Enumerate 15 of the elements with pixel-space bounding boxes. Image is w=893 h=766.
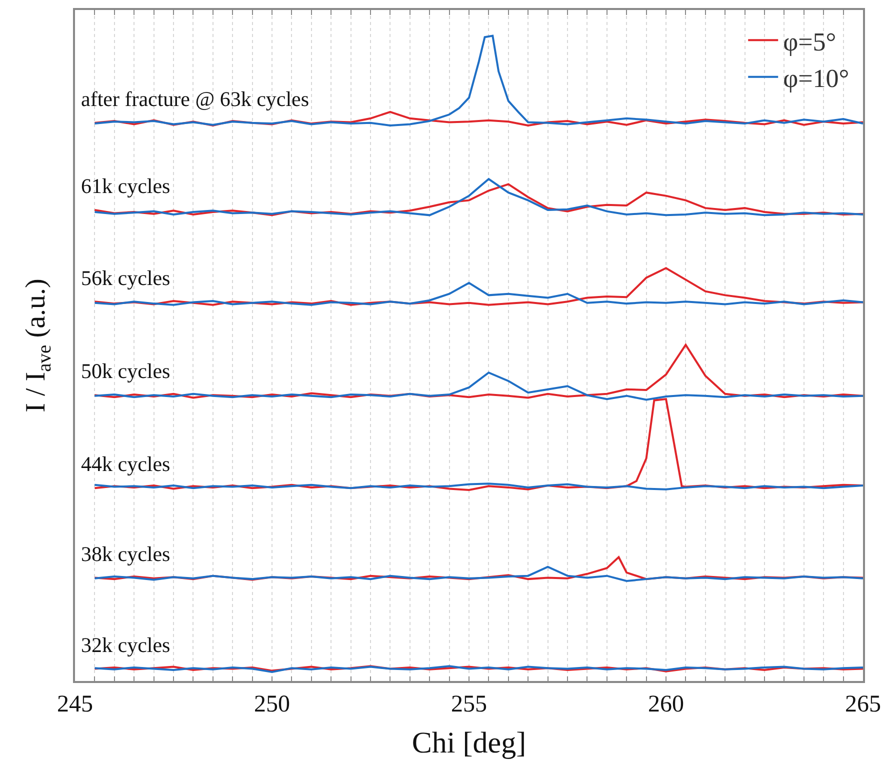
annotation: 61k cycles xyxy=(81,174,170,198)
x-tick-label: 245 xyxy=(57,692,93,718)
annotation: 38k cycles xyxy=(81,542,170,566)
annotation: 32k cycles xyxy=(81,633,170,657)
annotation: 56k cycles xyxy=(81,266,170,290)
x-tick-label: 260 xyxy=(648,692,684,718)
annotation: 50k cycles xyxy=(81,359,170,383)
x-axis-title: Chi [deg] xyxy=(412,726,526,760)
x-tick-label: 250 xyxy=(254,692,290,718)
legend-label: φ=5° xyxy=(783,27,836,56)
annotation: 44k cycles xyxy=(81,452,170,476)
x-tick-label: 265 xyxy=(845,692,881,718)
legend-label: φ=10° xyxy=(783,64,850,94)
annotation: after fracture @ 63k cycles xyxy=(81,87,310,111)
x-tick-label: 255 xyxy=(451,692,487,718)
